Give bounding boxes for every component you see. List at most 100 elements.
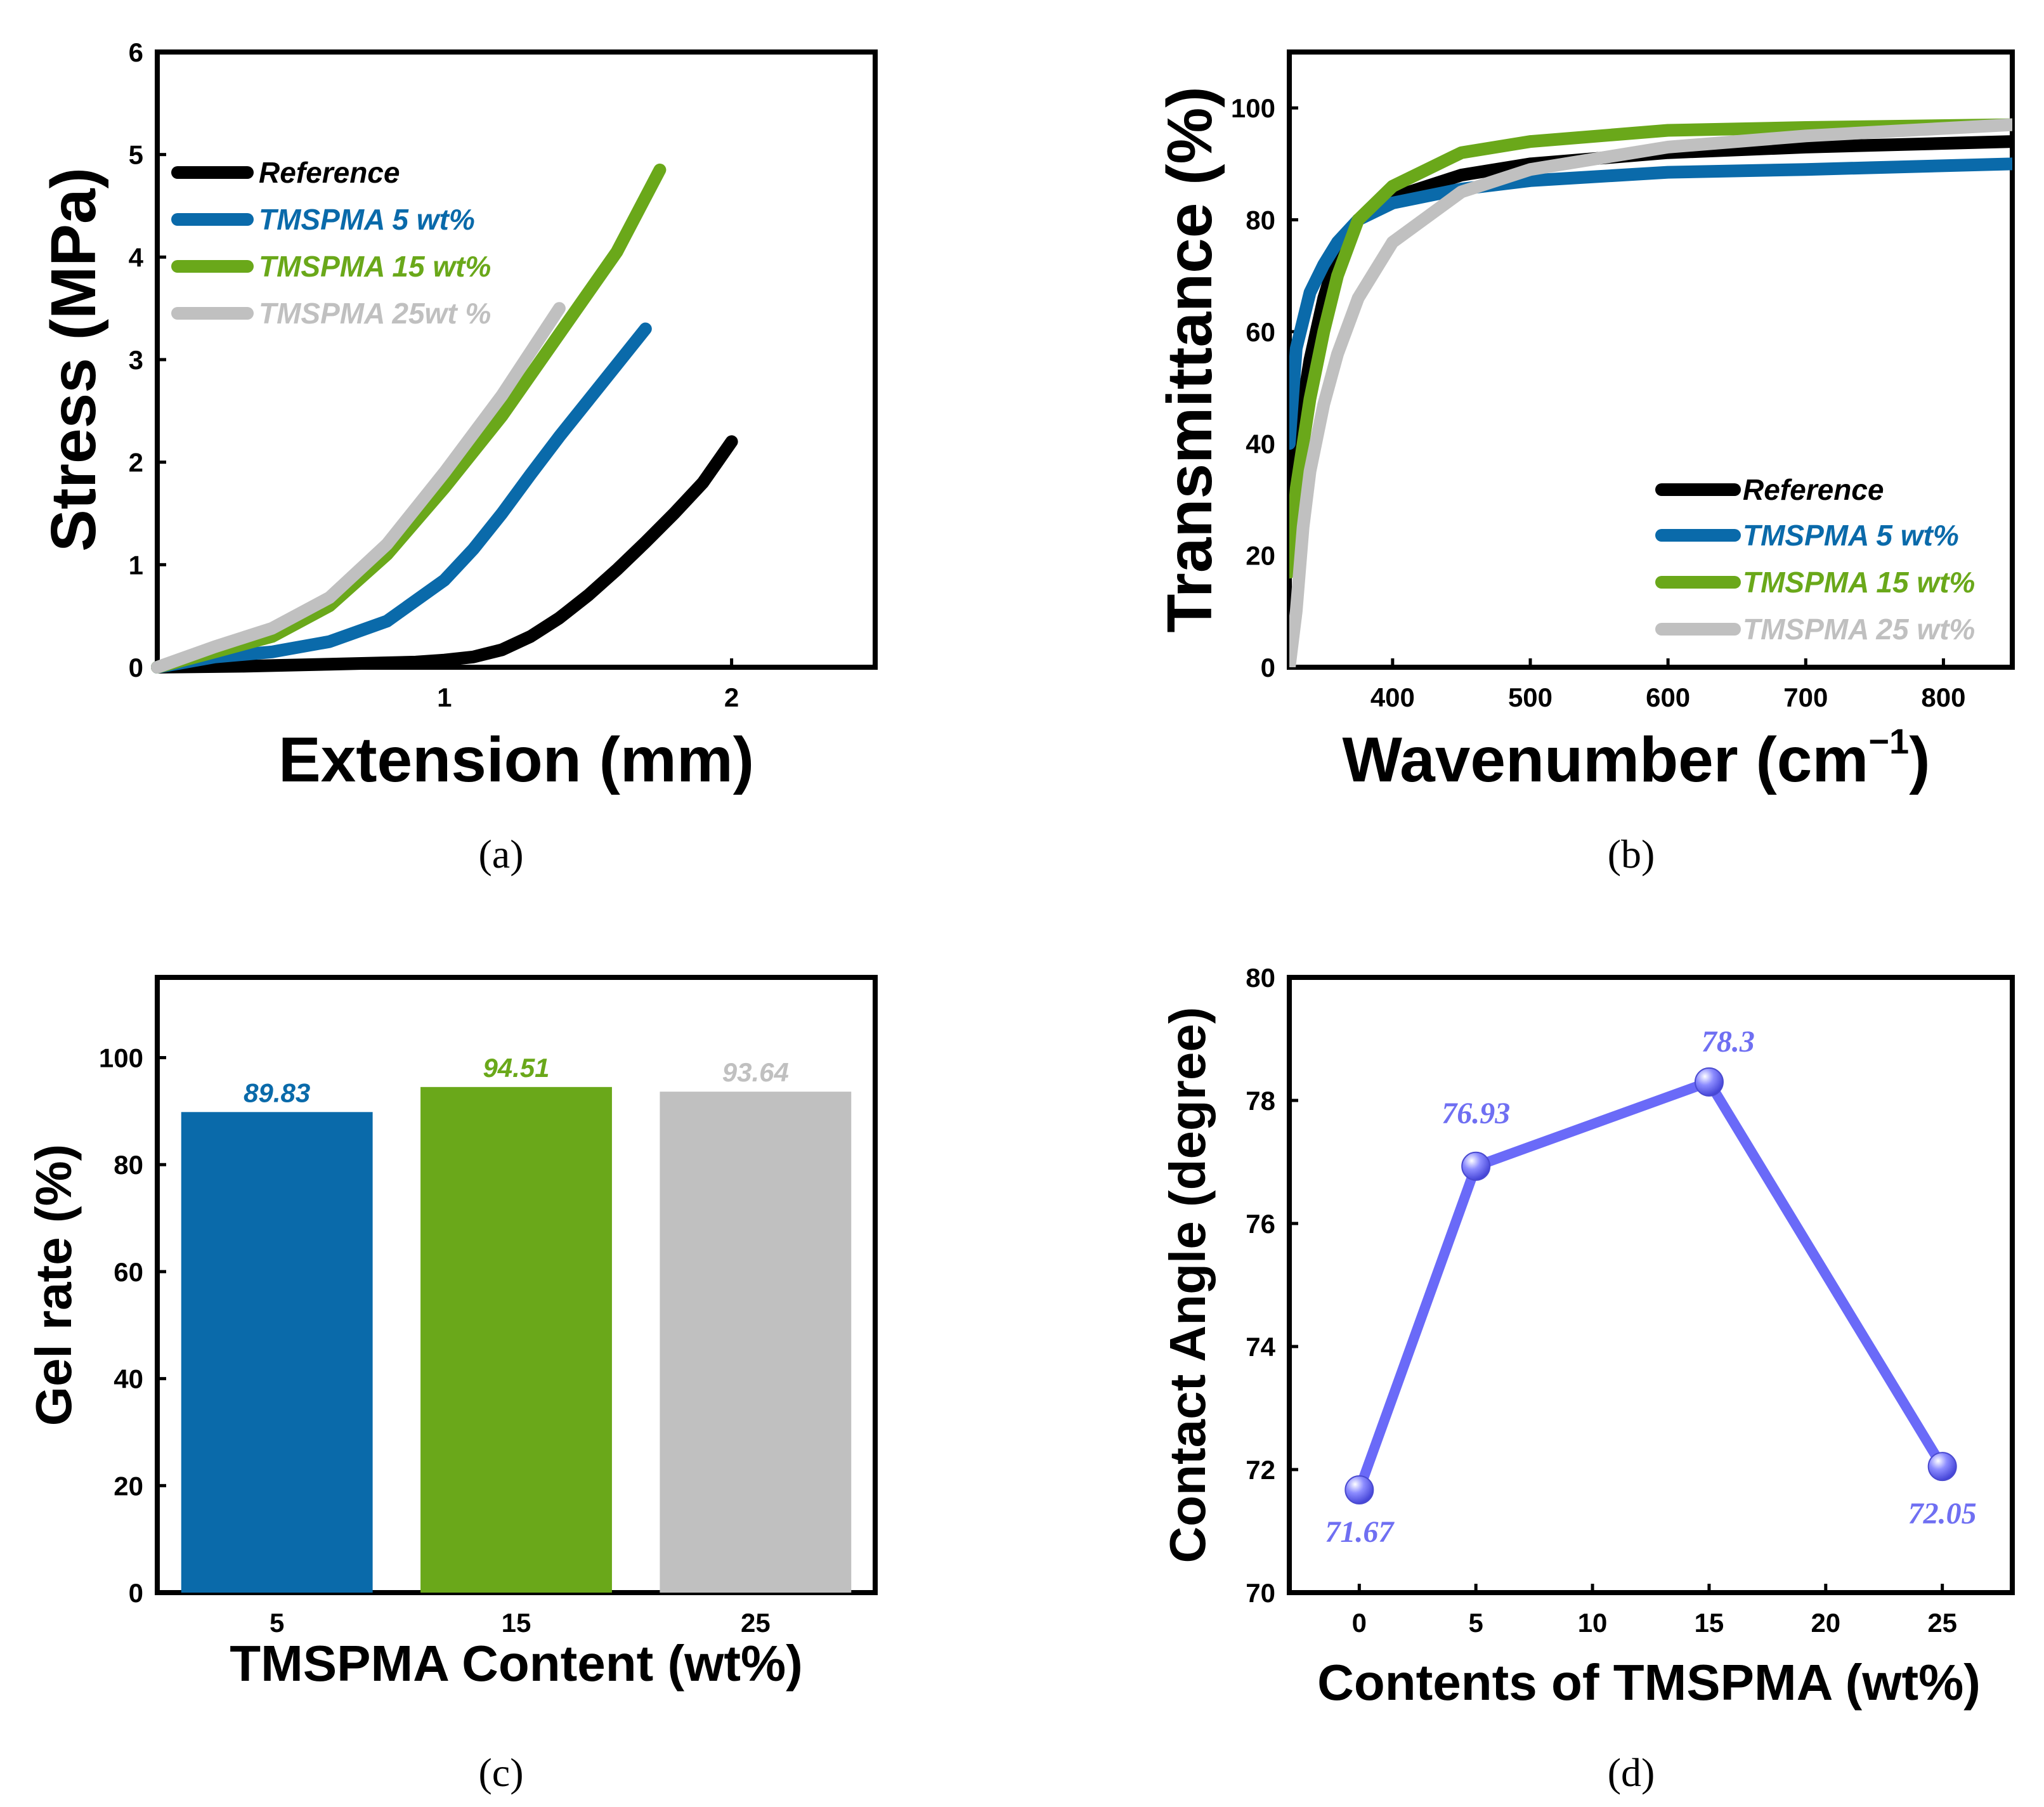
y-tick-label: 40	[1246, 429, 1275, 459]
panel-c-y-axis-title: Gel rate (%)	[25, 1144, 82, 1426]
legend-label-tmspma25: TMSPMA 25 wt%	[1743, 613, 1975, 646]
contact-angle-value-label: 78.3	[1702, 1025, 1755, 1059]
y-tick-label: 3	[129, 345, 143, 375]
x-tick-label: 600	[1646, 682, 1690, 712]
panel-d-ticks: 70 72 74 76 78 80 0 5 10 15 20 25	[1246, 963, 1957, 1638]
y-tick-label: 78	[1246, 1086, 1275, 1116]
bar-value-label: 94.51	[483, 1053, 549, 1083]
legend-label-tmspma15: TMSPMA 15 wt%	[259, 250, 491, 283]
series-tmspma25-line	[151, 302, 566, 674]
y-tick-label: 76	[1246, 1209, 1275, 1239]
series-tmspma25-line	[1289, 118, 2012, 667]
contact-angle-value-label: 72.05	[1908, 1497, 1977, 1530]
panel-a-label: (a)	[478, 832, 523, 877]
y-tick-label: 2	[129, 448, 143, 478]
legend-label-tmspma5: TMSPMA 5 wt%	[1743, 519, 1959, 552]
x-tick-label: 2	[724, 682, 739, 712]
panel-d-chart: 70 72 74 76 78 80 0 5 10 15 20 25 71.67 76.93 78.3 72.…	[1159, 963, 2015, 1795]
panel-a-frame	[155, 49, 878, 670]
panel-b-chart: 0 20 40 60 80 100 400 500 600 700 800 Reference TM…	[1154, 49, 2015, 877]
panel-b-x-axis-title: Wavenumber (cm−1)	[1342, 721, 1930, 795]
x-tick-label: 800	[1921, 682, 1965, 712]
bar-value-label: 89.83	[244, 1078, 310, 1107]
panel-b-series	[1289, 118, 2012, 667]
panel-d-series: 71.67 76.93 78.3 72.05	[1325, 1025, 1976, 1549]
y-tick-label: 60	[1246, 317, 1275, 347]
legend-label-tmspma5: TMSPMA 5 wt%	[259, 203, 475, 236]
panel-a-chart: 0 1 2 3 4 5 6 1 2 Reference TMSPMA 5 wt% TMSPMA …	[38, 37, 878, 877]
y-tick-label: 5	[129, 140, 143, 170]
y-tick-label: 20	[114, 1471, 143, 1501]
panel-b-y-axis-title: Transmittance (%)	[1154, 86, 1225, 632]
contact-angle-point	[1927, 1452, 1957, 1482]
panel-b-label: (b)	[1608, 832, 1655, 877]
x-tick-label: 5	[1469, 1608, 1483, 1638]
y-tick-label: 80	[114, 1150, 143, 1180]
y-tick-label: 100	[99, 1043, 143, 1073]
contact-angle-point	[1694, 1067, 1724, 1097]
series-tmspma15-line	[1289, 118, 2012, 579]
x-tick-label: 400	[1370, 682, 1415, 712]
contact-angle-value-label: 71.67	[1325, 1515, 1395, 1549]
panel-d-label: (d)	[1608, 1750, 1655, 1795]
panel-a-series	[151, 163, 738, 674]
y-tick-label: 80	[1246, 205, 1275, 235]
contact-angle-line	[1354, 1076, 1947, 1492]
x-tick-label: 500	[1508, 682, 1553, 712]
y-tick-label: 0	[129, 653, 143, 682]
legend-label-tmspma15: TMSPMA 15 wt%	[1743, 566, 1975, 599]
x-tick-label: 10	[1578, 1608, 1608, 1638]
panel-b-ticks: 0 20 40 60 80 100 400 500 600 700 800	[1231, 93, 1966, 712]
x-tick-label: 700	[1783, 682, 1828, 712]
x-tick-label: 20	[1811, 1608, 1840, 1638]
y-tick-label: 70	[1246, 1578, 1275, 1608]
series-reference-line	[151, 435, 738, 674]
bar-tmspma15	[420, 1086, 612, 1593]
panel-d-x-axis-title: Contents of TMSPMA (wt%)	[1317, 1654, 1981, 1711]
x-tick-label: 25	[1927, 1608, 1957, 1638]
panel-d-frame	[1287, 975, 2015, 1595]
x-tick-label: 5	[270, 1608, 284, 1638]
y-tick-label: 100	[1231, 93, 1275, 123]
bar-value-label: 93.64	[722, 1057, 789, 1087]
panel-c-label: (c)	[478, 1750, 523, 1795]
y-tick-label: 40	[114, 1364, 143, 1394]
panel-b-legend: Reference TMSPMA 5 wt% TMSPMA 15 wt% TMS…	[1655, 473, 1975, 646]
panel-b-x-axis-unit-sup: −1	[1868, 721, 1909, 761]
y-tick-label: 72	[1246, 1455, 1275, 1485]
x-tick-label: 15	[502, 1608, 531, 1638]
contact-angle-point	[1461, 1151, 1491, 1181]
panel-c-bars: 89.83 94.51 93.64	[181, 1053, 852, 1593]
panel-a-legend: Reference TMSPMA 5 wt% TMSPMA 15 wt% TMS…	[171, 156, 491, 330]
legend-label-reference: Reference	[259, 156, 400, 189]
x-tick-label: 1	[437, 682, 452, 712]
contact-angle-point	[1344, 1475, 1374, 1505]
panel-a-x-axis-title: Extension (mm)	[278, 724, 754, 795]
contact-angle-value-label: 76.93	[1442, 1097, 1510, 1130]
panel-c-ticks: 0 20 40 60 80 100 5 15 25	[99, 1043, 771, 1638]
bar-tmspma5	[181, 1112, 373, 1593]
y-tick-label: 6	[129, 37, 143, 67]
y-tick-label: 0	[1261, 653, 1275, 682]
panel-a-ticks: 0 1 2 3 4 5 6 1 2	[129, 37, 739, 712]
y-tick-label: 74	[1246, 1332, 1275, 1362]
x-tick-label: 15	[1695, 1608, 1724, 1638]
panel-d-y-axis-title: Contact Angle (degree)	[1159, 1007, 1216, 1563]
panel-a-y-axis-title: Stress (MPa)	[38, 167, 109, 552]
series-tmspma5-line	[151, 322, 652, 674]
panel-c-x-axis-title: TMSPMA Content (wt%)	[230, 1635, 803, 1692]
y-tick-label: 20	[1246, 541, 1275, 571]
y-tick-label: 4	[129, 242, 144, 272]
x-tick-label: 25	[741, 1608, 771, 1638]
panel-b-x-axis-label: Wavenumber	[1342, 724, 1738, 795]
y-tick-label: 80	[1246, 963, 1275, 993]
legend-label-tmspma25: TMSPMA 25wt %	[259, 297, 491, 330]
legend-label-reference: Reference	[1743, 473, 1884, 506]
y-tick-label: 1	[129, 550, 143, 580]
panel-c-chart: 0 20 40 60 80 100 5 15 25 89.83 94.51 93.64 TMSPMA…	[25, 975, 878, 1795]
series-tmspma5-line	[1289, 157, 2012, 450]
panel-b-x-axis-unit: cm	[1777, 724, 1869, 795]
bar-tmspma25	[660, 1092, 852, 1593]
x-tick-label: 0	[1352, 1608, 1367, 1638]
